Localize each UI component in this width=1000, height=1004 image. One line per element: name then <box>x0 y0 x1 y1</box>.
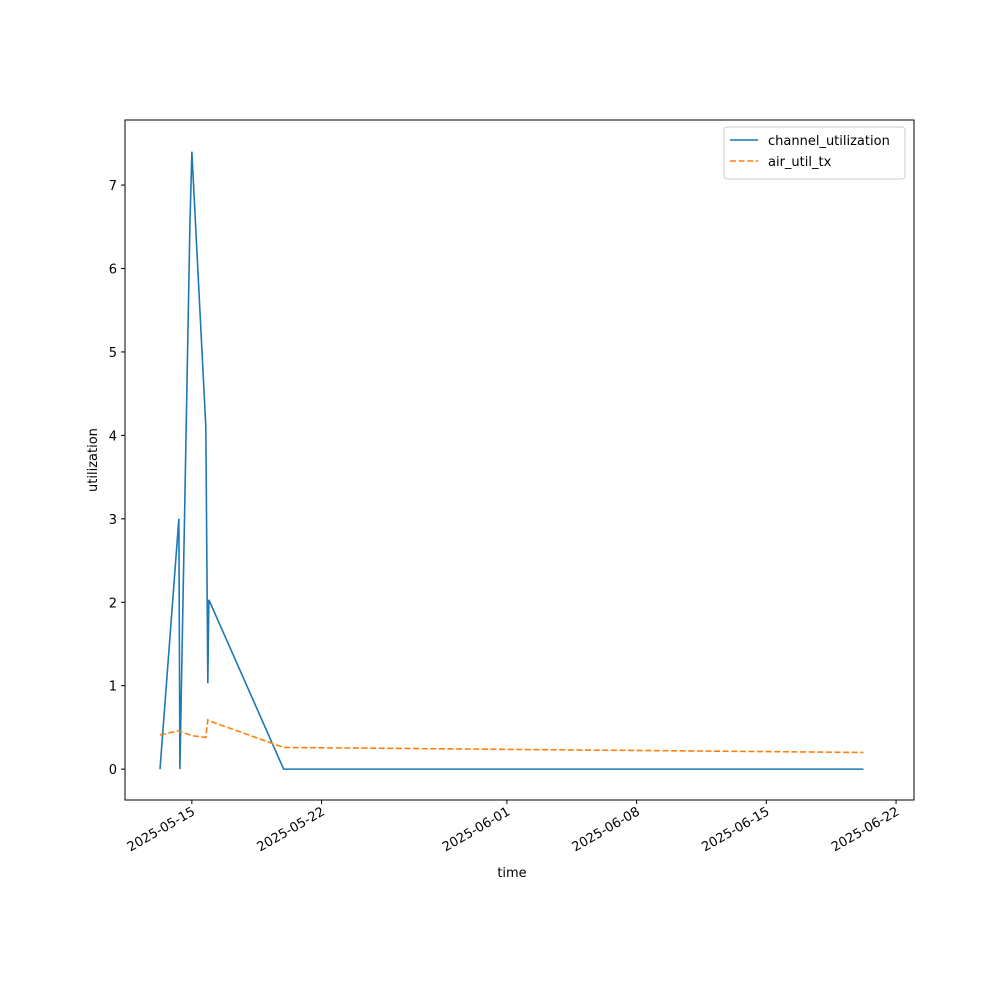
y-tick-label: 2 <box>109 596 117 611</box>
legend-label: air_util_tx <box>768 155 832 170</box>
y-tick-label: 1 <box>109 680 117 695</box>
legend-label: channel_utilization <box>768 134 890 149</box>
series-line <box>159 718 864 754</box>
x-tick-label: 2025-06-08 <box>570 804 643 855</box>
x-tick-label: 2025-05-15 <box>125 804 198 855</box>
plot-frame <box>124 119 915 801</box>
x-tick-label: 2025-06-01 <box>440 804 513 855</box>
legend-box <box>723 126 906 180</box>
x-axis-label: time <box>497 866 526 881</box>
y-tick-label: 4 <box>109 429 117 444</box>
y-axis-label: utilization <box>86 428 101 492</box>
y-tick-label: 0 <box>109 763 117 778</box>
x-tick-label: 2025-06-15 <box>699 804 772 855</box>
y-tick-label: 3 <box>109 513 117 528</box>
y-tick-label: 6 <box>109 263 117 278</box>
x-tick-label: 2025-06-22 <box>829 804 902 855</box>
x-tick-label: 2025-05-22 <box>255 804 328 855</box>
legend: channel_utilization air_util_tx <box>723 126 906 180</box>
series-line <box>159 151 864 770</box>
y-tick-label: 5 <box>109 346 117 361</box>
y-tick-label: 7 <box>109 179 117 194</box>
